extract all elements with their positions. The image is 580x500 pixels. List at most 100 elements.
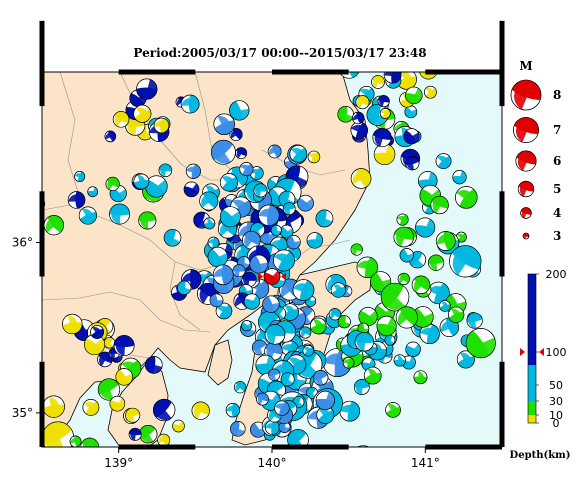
event-beachball [274,400,290,416]
depth-tick-label: 0 [553,417,560,430]
event-beachball [172,419,185,433]
event-beachball [309,317,327,335]
longitude-tick-label: 141° [411,456,440,470]
event-beachball [265,420,280,435]
event-beachball [78,206,97,225]
event-beachball [42,421,74,447]
main-shock-beachball [263,268,281,285]
map-ticks [39,20,505,450]
event-beachball [401,355,416,370]
event-beachball [105,176,120,191]
event-beachball [385,402,401,418]
magnitude-legend-label: 7 [553,123,561,137]
event-beachball [256,392,269,406]
event-beachball [82,398,100,416]
event-beachball [307,150,321,164]
frame-tick-bar [272,444,349,450]
event-beachball [153,117,170,134]
event-beachball [230,421,246,437]
event-beachball [211,139,236,165]
event-beachball [379,107,391,119]
event-beachball [219,206,241,228]
event-beachball [234,381,247,394]
event-beachball [339,72,360,79]
frame-tick-bar [118,444,196,450]
event-beachball [424,85,437,99]
event-beachball [380,282,410,312]
event-beachball [113,335,135,357]
event-beachball [313,370,329,386]
longitude-tick-label: 139° [104,456,133,470]
event-beachball [413,370,428,385]
event-beachball [239,162,254,177]
event-beachball [74,171,86,182]
magnitude-legend-ball [513,117,539,143]
event-beachball [229,127,243,141]
depth-color-segment [528,415,536,423]
event-beachball [337,106,354,123]
event-beachball [215,302,233,320]
event-beachball [138,211,157,230]
event-beachball [448,306,465,323]
magnitude-legend-ball [517,180,535,198]
latitude-tick-label: 36° [12,235,33,249]
depth-color-segment [528,274,536,366]
event-beachball [157,433,171,447]
event-beachball [393,226,415,248]
event-beachball [435,231,456,251]
event-beachball [128,427,142,441]
event-beachball [136,78,158,100]
event-beachball [353,379,370,395]
event-beachball [315,209,334,228]
map-title: Period:2005/03/17 00:00--2015/03/17 23:4… [133,46,427,60]
event-beachball [109,395,126,412]
magnitude-legend-ball [522,232,530,240]
event-beachball [125,407,141,423]
event-beachball [287,429,309,447]
event-beachball [152,398,176,422]
latitude-tick-label: 35° [12,406,33,420]
event-beachball [419,323,440,345]
event-beachball [328,308,341,321]
depth-marker [520,348,525,356]
longitude-tick-labels: 139° 140° 141° [104,447,440,470]
magnitude-legend-ball [520,207,532,219]
event-beachball [180,94,200,114]
event-beachball [371,75,385,89]
event-beachball [354,332,374,352]
event-beachball [350,243,363,256]
event-beachball [104,130,117,143]
event-beachball [279,224,294,239]
frame-tick-bar [425,444,502,450]
event-beachball [183,181,200,198]
frame-tick-bar [499,20,505,107]
main-shock-marker [258,268,286,285]
magnitude-legend-ball [510,79,542,111]
event-beachball [219,173,239,192]
event-beachball [355,95,370,110]
event-beachball [212,264,234,285]
event-beachball [249,254,269,274]
event-beachball [455,231,467,243]
event-beachball [356,256,378,278]
event-beachball [415,217,436,238]
event-beachball [350,168,372,189]
magnitude-legend-ball [515,150,537,172]
depth-tick-label: 100 [546,346,567,359]
event-beachball [139,424,158,444]
event-beachball [264,324,286,345]
event-beachball [342,356,355,369]
event-beachball [339,400,361,422]
magnitude-legend-label: 8 [553,88,561,102]
event-beachball [405,341,421,357]
event-beachball [267,144,282,159]
event-beachball [185,163,201,179]
event-beachball [357,445,370,447]
event-beachball [67,191,86,209]
event-beachball [209,293,224,308]
event-beachball [235,147,248,160]
event-beachball [213,113,235,135]
event-beachball [465,328,496,359]
event-beachball [396,72,417,90]
